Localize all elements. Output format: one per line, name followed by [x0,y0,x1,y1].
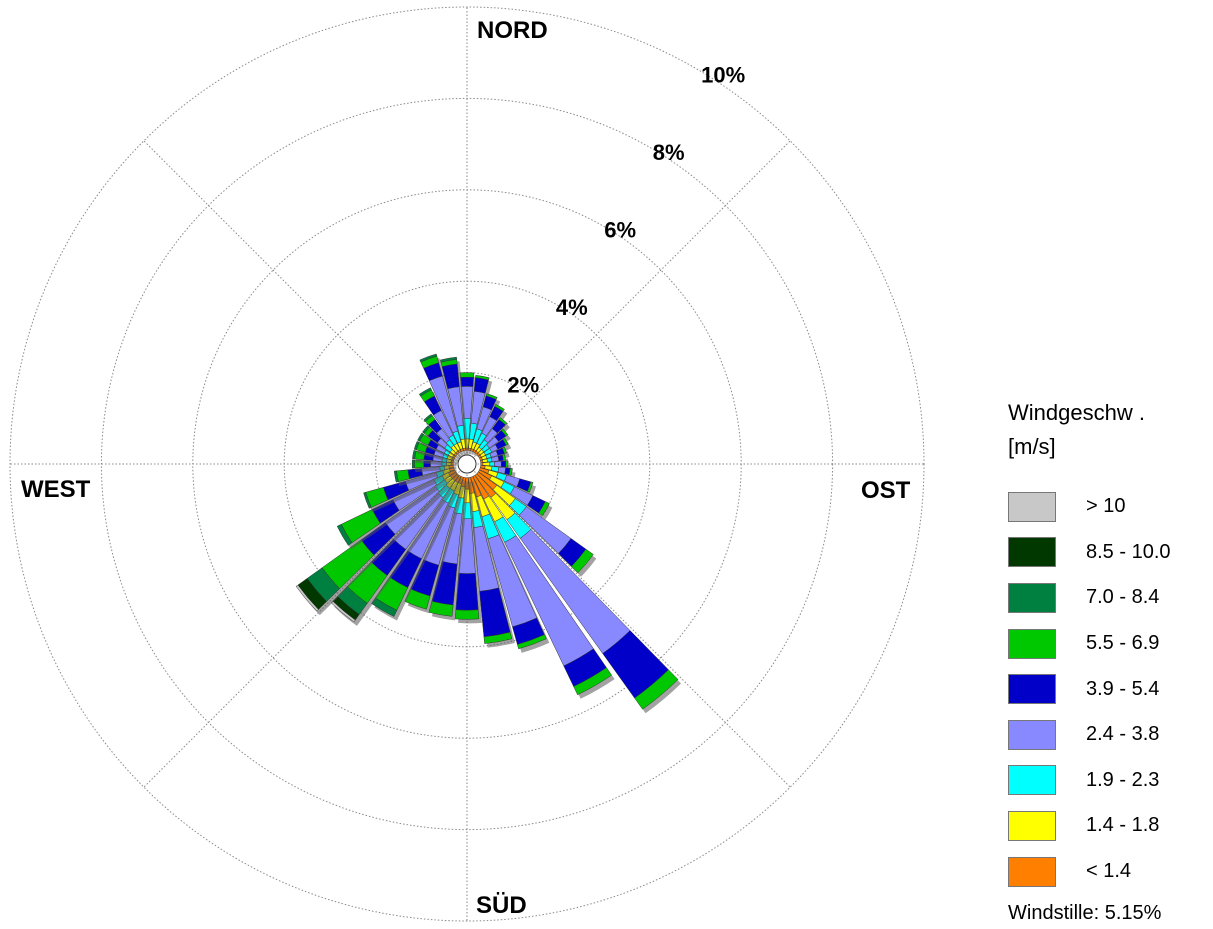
sector-segment [571,548,594,574]
direction-label-east: OST [861,477,911,504]
center-hole [457,454,477,474]
sector-segment [422,425,430,434]
legend-item: 5.5 - 6.9 [1008,621,1213,667]
calm-percentage: Windstille: 5.15% [1008,902,1162,925]
legend-item: 1.4 - 1.8 [1008,803,1213,849]
sector-segment [423,413,433,422]
sector-segment [508,467,513,476]
legend-item: 1.9 - 2.3 [1008,758,1213,804]
sector-segment [573,667,612,696]
legend-label: 1.4 - 1.8 [1086,814,1160,837]
sector-segment [500,428,509,437]
legend-swatch [1008,537,1056,568]
legend-item: > 10 [1008,484,1213,530]
legend-label: 5.5 - 6.9 [1086,632,1160,655]
direction-label-south: SÜD [476,892,527,919]
grid-spoke [466,140,791,465]
grid-spoke [466,463,791,788]
legend-item: 8.5 - 10.0 [1008,530,1213,576]
legend-title: Windgeschw . [m/s] [1008,400,1145,459]
legend-swatch [1008,856,1056,887]
sector-segment [418,387,432,397]
wind-sectors [295,353,682,714]
sector-segment [363,491,372,509]
sector-segment [502,446,507,454]
sector-segment [505,460,509,468]
sector-segment [411,459,415,469]
legend-swatch [1008,674,1056,705]
sector-segment [413,441,420,451]
sector-segment [500,460,507,468]
sector-segment [475,375,490,381]
sector-segment [480,462,484,466]
sector-segment [527,481,534,493]
sector-segment [336,523,353,546]
legend-item: 2.4 - 3.8 [1008,712,1213,758]
sector-segment [494,461,502,467]
sector-segment [502,437,509,446]
ring-label-2: 2% [507,372,539,397]
legend-label: 1.9 - 2.3 [1086,768,1160,791]
sector-segment [460,376,474,387]
sector-segment [419,353,438,363]
sector-segment [459,372,475,378]
sector-segment [295,584,319,612]
sector-segment [517,634,547,650]
sector-segment [489,461,495,467]
sector-shadow [366,471,458,513]
sector-segment [485,393,498,400]
sector-segment [538,501,550,516]
legend-swatch [1008,582,1056,613]
sector-segment [498,417,508,426]
ring-label-8: 8% [653,140,685,165]
sector-segment [454,609,480,620]
legend-swatch [1008,628,1056,659]
speed-legend: Windgeschw . [m/s] > 10 8.5 - 10.0 7.0 -… [1008,396,1213,925]
grid-spoke [143,463,468,788]
legend-item: 7.0 - 8.4 [1008,575,1213,621]
sector-segment [439,356,458,363]
sector-segment [412,450,417,460]
sector-segment [483,631,513,644]
ring-label-4: 4% [556,295,588,320]
legend-swatch [1008,765,1056,796]
legend-label: 3.9 - 5.4 [1086,677,1160,700]
legend-item: 3.9 - 5.4 [1008,666,1213,712]
sector-segment [494,403,505,412]
ring-label-10: 10% [701,62,745,87]
grid-ring [100,97,834,831]
ring-labels: 2% 4% 6% 8% 10% [507,62,745,397]
wind-rose-chart: 2% 4% 6% 8% 10% NORD OST SÜD WEST [9,6,925,922]
legend-label: 8.5 - 10.0 [1086,540,1171,563]
polar-grid [9,6,925,922]
sector-segment [482,461,491,467]
sector-segment [502,454,506,461]
sector-segment [393,470,399,483]
legend-label: > 10 [1086,495,1126,518]
legend-label: < 1.4 [1086,860,1132,883]
direction-label-north: NORD [477,17,548,44]
legend-swatch [1008,719,1056,750]
legend-label: 7.0 - 8.4 [1086,586,1160,609]
direction-label-west: WEST [21,476,91,503]
ring-label-6: 6% [604,217,636,242]
legend-label: 2.4 - 3.8 [1086,723,1160,746]
sector-segment [417,432,424,442]
legend-swatch [1008,810,1056,841]
sector-segment [455,573,479,611]
sector-shadow [397,469,457,487]
grid-spoke [143,140,468,465]
legend-swatch [1008,491,1056,522]
grid-ring [9,6,925,922]
sector-segment [634,669,679,710]
legend-item: < 1.4 [1008,849,1213,895]
